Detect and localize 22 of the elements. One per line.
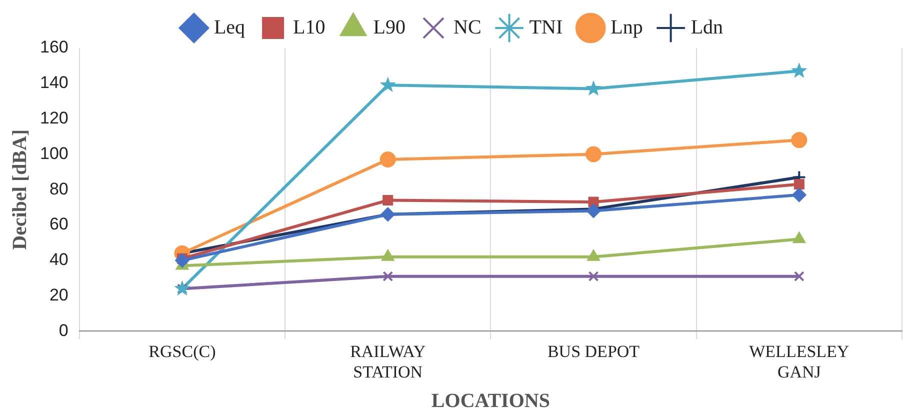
legend-label: Ldn bbox=[690, 16, 724, 38]
x-tick-label: RAILWAY STATION bbox=[350, 342, 426, 382]
y-tick-label: 60 bbox=[49, 214, 68, 234]
x-axis-title: LOCATIONS bbox=[431, 390, 550, 412]
legend-label: L10 bbox=[293, 16, 326, 38]
y-axis-title: Decibel [dBA] bbox=[9, 129, 32, 250]
y-tick-label: 160 bbox=[40, 38, 68, 57]
y-tick-label: 80 bbox=[49, 179, 68, 198]
x-tick-label: RGSC(C) bbox=[148, 342, 216, 361]
legend-label: Lnp bbox=[610, 16, 643, 38]
x-tick-label: WELLESLEY GANJ bbox=[749, 342, 850, 382]
y-tick-label: 100 bbox=[40, 144, 68, 163]
y-tick-label: 120 bbox=[40, 108, 68, 128]
y-tick-label: 40 bbox=[49, 250, 68, 270]
legend-label: Leq bbox=[214, 16, 246, 38]
y-tick-label: 140 bbox=[40, 73, 68, 92]
legend-label: L90 bbox=[373, 16, 406, 38]
y-tick-label: 0 bbox=[58, 320, 68, 340]
y-tick-label: 20 bbox=[49, 285, 68, 304]
legend-label: TNI bbox=[529, 16, 563, 38]
legend-label: NC bbox=[453, 16, 482, 38]
x-tick-label: BUS DEPOT bbox=[547, 342, 640, 361]
